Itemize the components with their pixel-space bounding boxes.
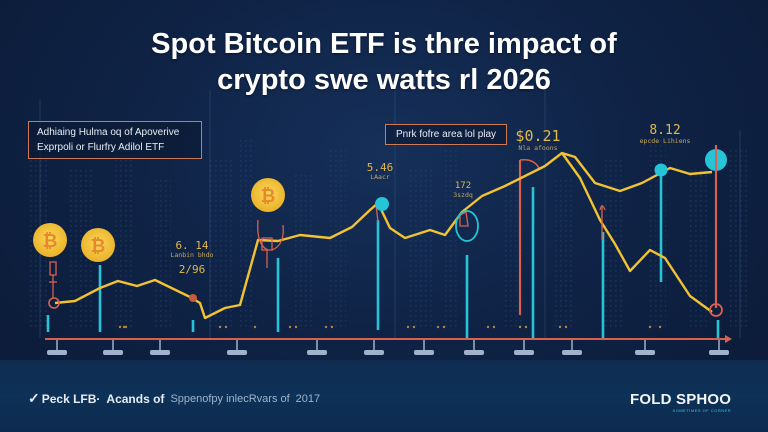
brand-tagline: SOMETIMES OF CORNER <box>672 408 732 413</box>
annotation: 5.46 LAacr <box>360 161 400 182</box>
annotation: 8.12 epcde Lihiens <box>632 123 698 146</box>
bitcoin-coin-icon: ₿ <box>81 228 115 262</box>
svg-text:₿: ₿ <box>43 231 58 252</box>
annotation-value: 8.12 <box>649 123 681 138</box>
annotation-label: 3szdq <box>453 190 473 199</box>
highlight-ring <box>455 210 479 242</box>
bottom-band <box>0 360 768 432</box>
footer-logo-text: Peck LFB· <box>41 391 101 406</box>
page-title: Spot Bitcoin ETF is thre impact of crypt… <box>0 26 768 98</box>
marker-doodles <box>49 204 606 298</box>
check-logo-icon: ✓ <box>28 390 40 406</box>
title-line-1: Spot Bitcoin ETF is thre impact of <box>151 28 617 60</box>
axis-ticks <box>47 340 729 355</box>
brand-logo: FOLD SPHOO SOMETIMES OF CORNER <box>630 391 731 413</box>
left-note-line-1: Adhiaing Hulma oq of Apoverive <box>37 127 180 138</box>
axis-arrow-icon <box>725 335 732 343</box>
svg-text:₿: ₿ <box>91 236 106 257</box>
annotation: 6. 14 Lanbin bhdo 2/96 <box>170 239 214 277</box>
annotation-label: Nla afoons <box>518 143 558 152</box>
svg-text:₿: ₿ <box>261 186 276 207</box>
cyan-point-marker <box>375 197 389 211</box>
annotation-value: 6. 14 <box>175 239 209 252</box>
center-note-box: Pnrk fofre area lol play <box>385 124 508 145</box>
cyan-point-marker <box>654 163 668 177</box>
footer-muted-text: Sppenofpy inlecRvars of <box>170 392 290 405</box>
point-marker <box>189 294 197 302</box>
decline-line <box>561 152 713 313</box>
bitcoin-coin-icon: ₿ <box>33 223 67 257</box>
footer-year: 2017 <box>295 392 321 405</box>
cyan-stems <box>46 172 720 340</box>
title-line-2: crypto swe watts rl 2026 <box>217 64 551 96</box>
annotation-label: epcde Lihiens <box>639 137 691 146</box>
footer-left: ✓ Peck LFB· Acands of Sppenofpy inlecRva… <box>28 390 320 407</box>
annotation-label: LAacr <box>370 173 390 182</box>
footer-text: Acands of <box>106 391 165 406</box>
annotation-value: 2/96 <box>178 263 206 277</box>
left-note-box: Adhiaing Hulma oq of Apoverive Exprpoli … <box>28 121 202 159</box>
annotation: $0.21 Nla afoons <box>510 128 566 152</box>
center-note-text: Pnrk fofre area lol play <box>396 129 497 140</box>
bitcoin-coin-icon: ₿ <box>251 178 285 212</box>
annotation-value: $0.21 <box>515 127 561 145</box>
brand-name: FOLD SPHOO <box>630 391 732 408</box>
point-marker <box>48 297 60 309</box>
left-note-line-2: Exprpoli or Flurfry Adilol ETF <box>37 142 165 153</box>
annotation-value: 5.46 <box>366 161 394 174</box>
annotation-label: Lanbin bhdo <box>170 251 214 260</box>
annotation: 172 3szdq <box>448 181 478 199</box>
annotation-value: 172 <box>454 181 472 191</box>
